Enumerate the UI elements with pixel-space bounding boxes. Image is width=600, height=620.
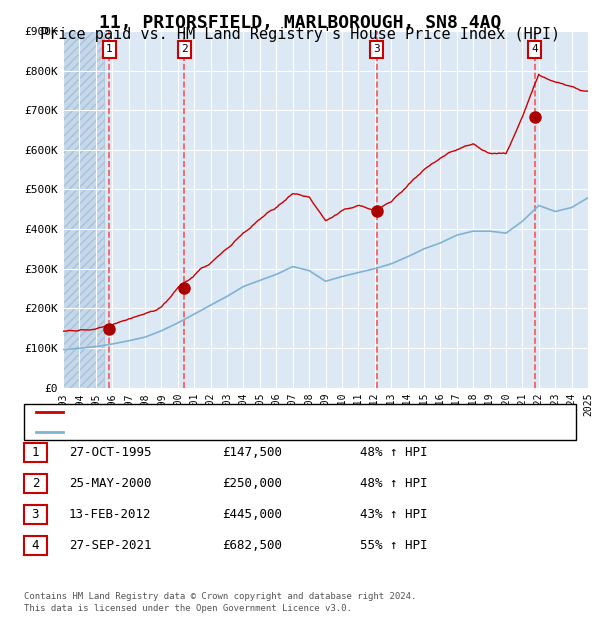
Text: 27-SEP-2021: 27-SEP-2021: [69, 539, 151, 552]
Text: £445,000: £445,000: [222, 508, 282, 521]
Text: 1: 1: [32, 446, 39, 459]
Text: 4: 4: [32, 539, 39, 552]
Text: Contains HM Land Registry data © Crown copyright and database right 2024.: Contains HM Land Registry data © Crown c…: [24, 592, 416, 601]
Text: 3: 3: [373, 44, 380, 54]
Bar: [63, 31, 104, 388]
Text: HPI: Average price, detached house, Wiltshire: HPI: Average price, detached house, Wilt…: [69, 427, 350, 437]
Text: 48% ↑ HPI: 48% ↑ HPI: [360, 477, 427, 490]
Text: 4: 4: [531, 44, 538, 54]
Text: 13-FEB-2012: 13-FEB-2012: [69, 508, 151, 521]
Text: 27-OCT-1995: 27-OCT-1995: [69, 446, 151, 459]
Text: 2: 2: [32, 477, 39, 490]
Text: 1: 1: [106, 44, 113, 54]
Text: Price paid vs. HM Land Registry's House Price Index (HPI): Price paid vs. HM Land Registry's House …: [40, 27, 560, 42]
Text: 3: 3: [32, 508, 39, 521]
Text: 25-MAY-2000: 25-MAY-2000: [69, 477, 151, 490]
Text: £682,500: £682,500: [222, 539, 282, 552]
Text: This data is licensed under the Open Government Licence v3.0.: This data is licensed under the Open Gov…: [24, 603, 352, 613]
Text: 48% ↑ HPI: 48% ↑ HPI: [360, 446, 427, 459]
Text: £250,000: £250,000: [222, 477, 282, 490]
Text: 55% ↑ HPI: 55% ↑ HPI: [360, 539, 427, 552]
Bar: [63, 31, 104, 388]
Text: 11, PRIORSFIELD, MARLBOROUGH, SN8 4AQ: 11, PRIORSFIELD, MARLBOROUGH, SN8 4AQ: [99, 14, 501, 32]
Text: 11, PRIORSFIELD, MARLBOROUGH, SN8 4AQ (detached house): 11, PRIORSFIELD, MARLBOROUGH, SN8 4AQ (d…: [69, 407, 407, 417]
Text: £147,500: £147,500: [222, 446, 282, 459]
Text: 2: 2: [181, 44, 188, 54]
Text: 43% ↑ HPI: 43% ↑ HPI: [360, 508, 427, 521]
